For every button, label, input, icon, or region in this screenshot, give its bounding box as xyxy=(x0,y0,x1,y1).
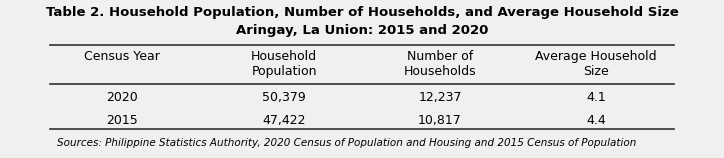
Text: Aringay, La Union: 2015 and 2020: Aringay, La Union: 2015 and 2020 xyxy=(236,24,488,37)
Text: 47,422: 47,422 xyxy=(262,114,306,127)
Text: 12,237: 12,237 xyxy=(418,91,462,104)
Text: Table 2. Household Population, Number of Households, and Average Household Size: Table 2. Household Population, Number of… xyxy=(46,6,678,19)
Text: 10,817: 10,817 xyxy=(418,114,462,127)
Text: Average Household
Size: Average Household Size xyxy=(535,50,657,78)
Text: 50,379: 50,379 xyxy=(262,91,306,104)
Text: 2020: 2020 xyxy=(106,91,138,104)
Text: Number of
Households: Number of Households xyxy=(404,50,476,78)
Text: Census Year: Census Year xyxy=(84,50,159,63)
Text: 4.1: 4.1 xyxy=(586,91,606,104)
Text: Sources: Philippine Statistics Authority, 2020 Census of Population and Housing : Sources: Philippine Statistics Authority… xyxy=(56,138,636,148)
Text: 2015: 2015 xyxy=(106,114,138,127)
Text: Household
Population: Household Population xyxy=(251,50,317,78)
Text: 4.4: 4.4 xyxy=(586,114,606,127)
